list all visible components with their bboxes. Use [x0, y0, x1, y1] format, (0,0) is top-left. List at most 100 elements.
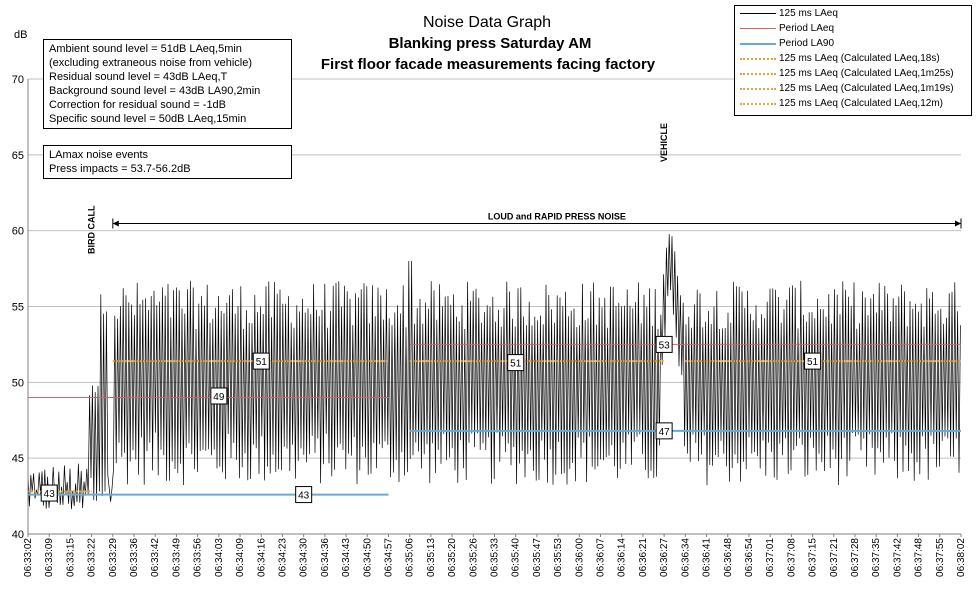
x-tick-label: 06:34:03: [214, 538, 225, 577]
x-tick-label: 06:37:08: [786, 538, 797, 577]
x-tick-label: 06:36:34: [680, 538, 691, 577]
value-label: 47: [659, 427, 671, 438]
range-arrow-head-right: [955, 220, 961, 227]
value-label-box: [655, 422, 673, 440]
summary-note-box: Ambient sound level = 51dB LAeq,5min (ex…: [43, 39, 292, 129]
x-tick-label: 06:37:55: [935, 538, 946, 577]
legend-swatch-black: [740, 13, 776, 14]
vertical-annotation: BIRD CALL: [87, 205, 97, 254]
value-label-box: [40, 484, 58, 502]
x-tick-label: 06:34:57: [383, 538, 394, 577]
x-tick-label: 06:33:22: [87, 538, 98, 577]
chart-subtitle-2: First floor facade measurements facing f…: [321, 56, 656, 73]
x-tick-label: 06:37:28: [850, 538, 861, 577]
legend-swatch-orange: [740, 88, 776, 90]
laeq-125ms-trace: [27, 234, 961, 510]
legend-item-laeq-125ms: 125 ms LAeq: [735, 7, 971, 21]
legend-swatch-orange: [740, 73, 776, 75]
x-tick-label: 06:37:48: [914, 538, 925, 577]
value-label: 43: [44, 489, 56, 500]
chart-title: Noise Data Graph: [423, 14, 551, 31]
x-tick-label: 06:35:06: [405, 538, 416, 577]
y-tick-label: 60: [12, 226, 24, 238]
value-label-box: [804, 352, 822, 370]
x-tick-label: 06:37:21: [829, 538, 840, 577]
note-specific: Specific sound level = 50dB LAeq,15min: [49, 113, 247, 125]
chart-subtitle-1: Blanking press Saturday AM: [389, 35, 592, 52]
legend-swatch-red: [740, 28, 776, 29]
x-tick-label: 06:36:27: [659, 538, 670, 577]
x-tick-label: 06:36:07: [596, 538, 607, 577]
value-labels: 43 43 49 51 51 51 53 47: [40, 335, 822, 504]
legend-item-calc-1m19s: 125 ms LAeq (Calculated LAeq,1m19s): [735, 82, 971, 96]
x-tick-label: 06:33:02: [23, 538, 34, 577]
y-tick-label: 40: [12, 529, 24, 541]
value-label: 49: [213, 392, 225, 403]
y-tick-label: 45: [12, 453, 24, 465]
x-tick-label: 06:34:16: [256, 538, 267, 577]
x-tick-label: 06:37:15: [808, 538, 819, 577]
note-residual: Residual sound level = 43dB LAeq,T: [49, 71, 228, 83]
x-tick-label: 06:38:02: [956, 538, 967, 577]
legend-label: 125 ms LAeq (Calculated LAeq,18s): [779, 53, 940, 64]
annotations: BIRD CALL VEHICLE LOUD and RAPID PRESS NOI…: [87, 123, 962, 254]
legend-swatch-orange: [740, 58, 776, 60]
note-lamax-title: LAmax noise events: [49, 149, 149, 161]
x-tick-label: 06:34:50: [362, 538, 373, 577]
x-tick-label: 06:33:29: [108, 538, 119, 577]
legend-item-period-la90: Period LA90: [735, 37, 971, 51]
x-tick-label: 06:36:41: [702, 538, 713, 577]
x-tick-label: 06:35:20: [447, 538, 458, 577]
x-tick-label: 06:34:23: [277, 538, 288, 577]
x-tick-label: 06:34:43: [341, 538, 352, 577]
x-tick-label: 06:37:35: [871, 538, 882, 577]
value-label-box: [252, 352, 270, 370]
vertical-annotation: VEHICLE: [659, 123, 669, 162]
legend-item-calc-1m25s: 125 ms LAeq (Calculated LAeq,1m25s): [735, 67, 971, 81]
x-tick-label: 06:33:42: [150, 538, 161, 577]
value-label-box: [210, 387, 228, 405]
x-tick-label: 06:33:49: [171, 538, 182, 577]
axes: 40 45 50 55 60 65 70 06:33:02 06:33:09 06:33:15 06…: [12, 74, 967, 577]
legend-swatch-blue: [740, 43, 776, 45]
x-tick-label: 06:35:53: [553, 538, 564, 577]
range-arrow-head-left: [112, 220, 119, 227]
period-lines: [28, 343, 961, 496]
laeq-125ms-series: [27, 234, 961, 510]
legend-label: 125 ms LAeq: [779, 8, 838, 19]
legend-label: Period LA90: [779, 38, 835, 49]
chart-legend: 125 ms LAeq Period LAeq Period LA90 125 …: [734, 5, 972, 116]
note-background: Background sound level = 43dB LA90,2min: [49, 85, 261, 97]
x-tick-label: 06:36:48: [723, 538, 734, 577]
note-ambient: Ambient sound level = 51dB LAeq,5min: [49, 43, 242, 55]
legend-label: Period LAeq: [779, 23, 835, 34]
x-tick-label: 06:33:56: [193, 538, 204, 577]
y-axis-unit: dB: [14, 29, 27, 41]
range-annotation-label: LOUD and RAPID PRESS NOISE: [488, 212, 626, 222]
x-tick-label: 06:34:36: [320, 538, 331, 577]
x-tick-label: 06:35:47: [532, 538, 543, 577]
x-tick-label: 06:37:01: [765, 538, 776, 577]
lamax-note-box: LAmax noise events Press impacts = 53.7-…: [43, 145, 292, 179]
value-label-box: [507, 354, 525, 372]
value-label: 53: [659, 340, 671, 351]
legend-item-calc-12m: 125 ms LAeq (Calculated LAeq,12m): [735, 97, 971, 111]
x-tick-label: 06:35:33: [490, 538, 501, 577]
x-tick-label: 06:35:13: [426, 538, 437, 577]
legend-label: 125 ms LAeq (Calculated LAeq,1m19s): [779, 83, 954, 94]
y-tick-label: 70: [12, 74, 24, 86]
x-tick-label: 06:34:09: [235, 538, 246, 577]
x-tick-label: 06:34:30: [299, 538, 310, 577]
value-label: 51: [807, 357, 819, 368]
y-tick-label: 50: [12, 377, 24, 389]
y-tick-label: 55: [12, 302, 24, 314]
legend-item-calc-18s: 125 ms LAeq (Calculated LAeq,18s): [735, 52, 971, 66]
value-label: 51: [510, 359, 522, 370]
value-label: 51: [256, 357, 268, 368]
x-tick-label: 06:33:09: [44, 538, 55, 577]
y-tick-label: 65: [12, 150, 24, 162]
legend-label: 125 ms LAeq (Calculated LAeq,12m): [779, 98, 943, 109]
x-tick-label: 06:36:00: [574, 538, 585, 577]
note-ambient-detail: (excluding extraneous noise from vehicle…: [49, 57, 252, 69]
value-label: 43: [298, 491, 310, 502]
